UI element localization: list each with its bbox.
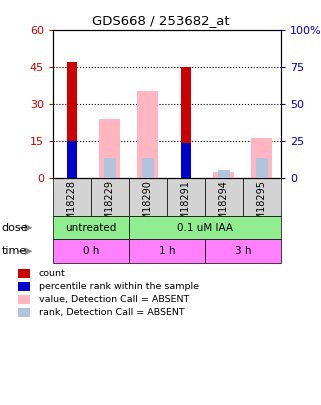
Bar [142, 158, 154, 177]
Bar [213, 172, 234, 177]
Text: rank, Detection Call = ABSENT: rank, Detection Call = ABSENT [39, 308, 184, 317]
Bar [256, 158, 268, 177]
Text: time: time [2, 246, 27, 256]
Bar [67, 62, 77, 177]
Text: count: count [39, 269, 65, 278]
Text: dose: dose [2, 223, 28, 233]
Bar [181, 143, 191, 177]
Text: value, Detection Call = ABSENT: value, Detection Call = ABSENT [39, 295, 189, 304]
Text: 3 h: 3 h [235, 246, 251, 256]
Text: 0.1 uM IAA: 0.1 uM IAA [177, 223, 233, 233]
Bar [181, 67, 191, 177]
Bar [104, 158, 116, 177]
Text: GDS668 / 253682_at: GDS668 / 253682_at [92, 14, 229, 27]
Text: percentile rank within the sample: percentile rank within the sample [39, 282, 198, 291]
Text: untreated: untreated [65, 223, 117, 233]
Bar [137, 91, 158, 177]
Bar [218, 170, 230, 177]
Bar [67, 141, 77, 177]
Bar [100, 119, 120, 177]
Text: 0 h: 0 h [83, 246, 99, 256]
Text: 1 h: 1 h [159, 246, 175, 256]
Bar [251, 138, 272, 177]
